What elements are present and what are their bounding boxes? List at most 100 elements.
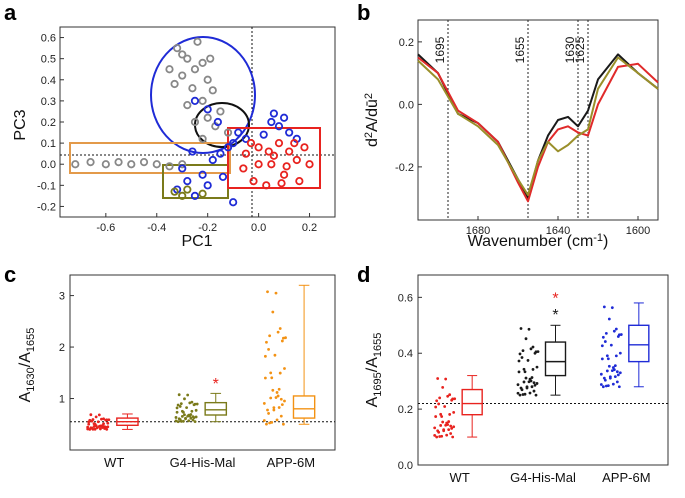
panel-a-point [216,149,225,158]
panel-a-point [139,158,149,167]
panel-c-data-point [195,402,199,406]
panel-d-data-point [602,305,606,309]
panel-c-data-point [176,403,180,407]
panel-d-data-point [440,415,444,418]
panel-a-point [208,86,217,95]
panel-a-point [198,189,207,198]
panel-c-data-point [182,419,185,423]
panel-a-point [170,187,179,196]
panel-d-data-point [601,385,605,389]
panel-a-point [190,117,200,127]
panel-a-point [269,151,278,160]
panel-d-significance-star: * [552,290,558,307]
panel-d-box [461,388,483,416]
panel-a-point [101,160,110,169]
panel-d-data-point [521,349,525,353]
panel-d-data-point [525,385,529,389]
panel-c-data-point [192,403,196,407]
panel-c-data-point [86,427,90,431]
panel-d-data-point [532,381,536,384]
panel-c-data-point [283,399,286,403]
panel-letter-a: a [4,0,17,25]
panel-a-point [188,147,197,156]
panel-c-data-point [193,420,197,424]
panel-d-data-point [529,347,533,351]
panel-d-data-point [618,371,622,375]
panel-c-box [292,395,316,419]
panel-d-data-point [536,350,540,354]
panel-d-data-point [524,376,528,380]
panel-letter-d: d [357,262,370,287]
panel-a-point [190,65,200,74]
panel-c-ytick-label: 1 [59,394,65,406]
panel-d-data-point [523,392,527,396]
panel-d-data-point [438,396,442,400]
panel-c-data-point [268,334,272,338]
panel-a-point [86,158,95,167]
panel-d-data-point [522,380,526,384]
panel-c-data-point [88,428,92,431]
panel-a-ytick-label: 0.6 [41,33,56,45]
panel-d-data-point [531,345,535,349]
panel-d-data-point [520,356,524,359]
panel-c-data-point [104,418,108,422]
panel-c-data-point [280,339,284,343]
panel-d-data-point [605,369,609,373]
panel-d-data-point [609,343,613,347]
panel-c-data-point [190,409,194,413]
panel-a-ytick-label: 0.2 [41,117,56,129]
panel-d-category-label: WT [450,470,470,485]
panel-b-x-ticks: 1680 1640 1600 [466,216,650,237]
panel-d-data-point [532,389,536,393]
panel-a-ytick-label: 0.4 [41,75,56,87]
panel-d-data-point [523,370,527,374]
panel-d-ytick-label: 0.2 [398,404,413,416]
panel-d-data-point [528,391,532,395]
panel-c-data-point [105,428,109,431]
panel-d-data-point [452,411,456,414]
panel-b-ylabel: d2A/dū2 [363,93,381,147]
panel-b-ytick-label: -0.2 [395,162,414,174]
panel-c-data-point [183,397,186,401]
panel-c-ytick-label: 2 [59,342,65,354]
panel-a-point [223,128,233,137]
panel-c-data-point [177,393,181,397]
panel-c-data-point [274,291,278,295]
panel-d-data-point [433,426,437,430]
panel-a-point [262,181,271,190]
panel-a-point [170,79,179,89]
panel-d-ytick-label: 0.6 [398,292,413,304]
panel-c-data-point [87,420,91,424]
panel-d-data-point [599,383,603,386]
panel-a-point [208,155,217,165]
panel-a-point [216,107,225,116]
panel-c-data-point [89,413,93,417]
panel-d-data-point [435,399,439,403]
panel-d-data-point [443,405,447,408]
panel-c-category-label: WT [104,455,124,470]
panel-a-point [223,143,233,152]
panel-a-point [203,75,212,84]
panel-a-point [71,160,80,169]
panel-a-pca-scatter: -0.6 -0.4 -0.2 0.0 0.2 -0.2 -0.1 0.0 0.1 0.2 0.3 0… [12,26,336,250]
panel-a-point [290,139,299,148]
panel-a-point [274,122,284,131]
panel-d-data-point [434,415,438,418]
panel-d-data-point [449,424,453,428]
panel-b-series [417,53,659,203]
panel-d-data-point [615,370,619,374]
panel-c-data-point [262,419,266,422]
panel-c-data-point [270,376,274,380]
panel-a-points [71,37,314,207]
panel-c-data-point [184,416,187,420]
panel-d-data-point [533,351,537,355]
panel-d-data-point [606,357,610,361]
panel-a-point [178,160,187,169]
panel-a-ytick-label: -0.2 [37,201,56,213]
panel-d-data-point [518,393,522,397]
panel-c-boxplot: 1 2 3 WT G4-His-Mal APP-6M * A1630/A1655 [17,274,336,470]
panel-a-point [279,170,289,179]
panel-a-xtick-label: 0.2 [302,222,317,234]
panel-d-data-point [604,331,608,335]
